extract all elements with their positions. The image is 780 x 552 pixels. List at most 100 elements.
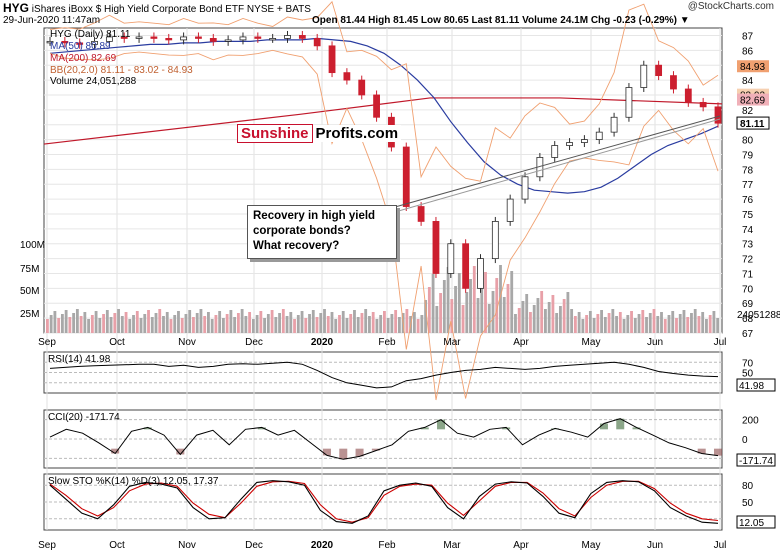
price-tick-label: 79 [742,150,754,161]
bb-upper-line [49,0,719,182]
volume-bar [233,317,237,333]
volume-bar [439,293,442,333]
volume-bar [259,311,263,333]
rsi-last-box [736,378,776,392]
volume-bar [570,309,574,333]
volume-bar [390,314,394,333]
cci-negative-fill [355,448,364,457]
volume-bar [315,317,319,333]
volume-bar [53,311,57,333]
volume-bar [102,314,105,333]
volume-bar [394,310,398,333]
volume-bar [626,315,630,333]
candle-body [313,38,321,47]
volume-bar [566,292,570,333]
volume-bar [368,316,371,333]
volume-bar [364,309,368,333]
volume-bar [308,314,311,333]
price-tick-label: 69 [742,299,754,310]
volume-bar [506,284,510,333]
candle-body [417,206,425,222]
volume-bar [195,313,199,333]
volume-bar [491,291,495,333]
price-tick-label: 77 [742,180,754,191]
candle-body [462,243,470,289]
volume-bar [75,309,79,333]
brand-logo: Sunshine Profits.com [237,124,402,143]
volume-bar [68,317,72,333]
price-series [43,0,723,401]
volume-bar [143,314,147,333]
candle-body [610,116,618,133]
volume-bar [281,309,285,333]
rsi-tick-label: 70 [742,358,754,369]
sto-tick-label: 50 [742,498,754,509]
volume-bar [420,315,424,333]
x-tick-label-bottom: Oct [109,540,125,551]
volume-tick-label: 75M [20,264,39,275]
volume-bar [229,310,233,333]
volume-bar [465,292,469,333]
rsi-line [49,361,719,389]
price-tick-label: 80 [742,136,754,147]
volume-bar [83,312,87,333]
candle-body [670,75,677,90]
candle-body [684,88,692,103]
volume-bar [90,315,94,333]
price-tick-label: 68 [742,314,754,325]
volume-bar [588,311,592,333]
legend-ma50: MA(50) 80.89 [50,41,111,52]
ticker-symbol: HYG [3,1,30,15]
x-tick-label-bottom: Mar [443,540,461,551]
volume-bar [120,316,124,333]
volume-bar [667,315,671,333]
cci-negative-fill [322,448,331,456]
sto-k-line [49,480,719,524]
price-tick-label: 67 [742,329,754,340]
volume-bar [158,309,162,333]
candle-body [477,258,484,289]
price-tick-label: 70 [742,284,754,295]
volume-bar [251,319,255,333]
volume-bar [712,311,716,333]
x-tick-label-top: Oct [109,337,125,348]
x-tick-label-bottom: Sep [38,540,56,551]
volume-bar [637,314,641,333]
volume-bar [603,317,607,333]
volume-bar [323,309,326,333]
volume-bar [225,314,229,333]
volume-last-label: 24051288 [737,310,780,321]
volume-bar [558,306,562,333]
volume-bar [412,312,416,333]
volume-bar [221,318,225,333]
volume-bar [472,266,476,333]
cci-negative-fill [697,448,706,454]
candle-body [150,36,158,39]
exchange-label: NYSE + BATS [246,4,311,15]
volume-bar [72,313,76,333]
volume-bar [236,313,240,333]
right-label-ma200: 82.69 [740,96,765,107]
volume-bar [547,302,551,333]
volume-bar [94,311,98,333]
volume-bar [341,311,345,333]
volume-bar [207,312,210,333]
x-tick-label-bottom: 2020 [311,540,334,551]
volume-bar [457,273,461,333]
legend-ma200: MA(200) 82.69 [50,53,117,64]
volume-bar [562,299,566,333]
volume-bar [105,310,109,333]
x-tick-label-bottom: Nov [178,540,196,551]
volume-bar [248,312,252,333]
volume-bar [532,305,536,333]
volume-bar [577,312,581,333]
volume-bar [375,319,379,333]
volume-bar [132,315,135,333]
volume-bar [573,316,577,333]
volume-bar [514,314,517,333]
right-label-last: 81.11 [740,119,765,130]
cci-positive-fill [143,427,152,430]
volume-bar [128,319,132,333]
volume-bar [630,311,633,333]
candle-body [298,35,306,39]
